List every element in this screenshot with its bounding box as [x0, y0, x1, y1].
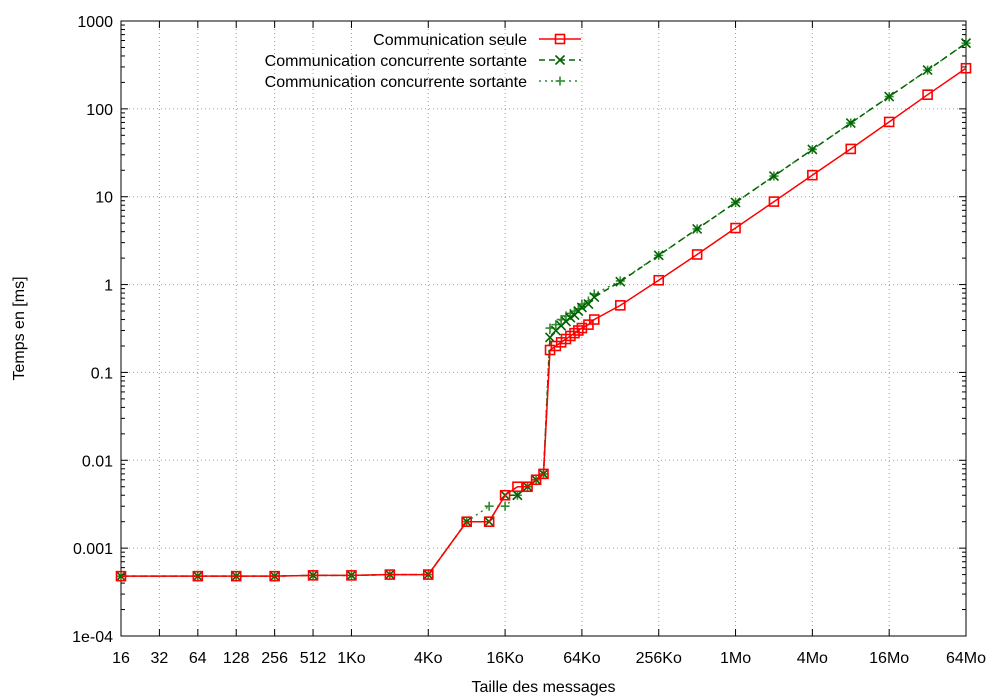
x-tick-label: 4Mo [797, 650, 828, 667]
x-tick-label: 128 [223, 650, 250, 667]
data-point [653, 274, 665, 286]
x-tick-label: 256Ko [636, 650, 682, 667]
data-point [691, 249, 703, 260]
legend-label: Communication seule [373, 32, 527, 49]
data-point [192, 570, 204, 582]
y-tick-label: 0.01 [82, 453, 113, 470]
x-tick-label: 64Mo [946, 650, 986, 667]
axes: 16 32 64 128 256 512 1Ko 4Ko 16Ko 64Ko 256Ko 1Mo 4Mo… [72, 14, 986, 667]
x-tick-label: 1Mo [720, 650, 751, 667]
series-line [121, 42, 967, 577]
x-tick-label: 256 [261, 650, 288, 667]
x-tick-label: 64Ko [563, 650, 600, 667]
data-point [484, 501, 494, 511]
y-tick-label: 10 [95, 190, 113, 207]
data-point [692, 223, 703, 234]
legend-marker [555, 76, 565, 86]
data-point [551, 320, 561, 330]
data-point [230, 570, 242, 582]
data-point [512, 490, 523, 501]
legend-label: Communication concurrente sortante [265, 74, 527, 91]
series-line [121, 67, 967, 577]
legend-label: Communication concurrente sortante [265, 53, 527, 70]
data-point [384, 569, 396, 580]
grid [120, 20, 967, 637]
data-point [768, 196, 780, 207]
data-point [807, 144, 818, 155]
data-point [499, 489, 511, 501]
data-point [461, 516, 472, 527]
data-point [653, 250, 664, 261]
data-point [307, 570, 319, 581]
series-1 [115, 62, 972, 582]
data-point [768, 170, 780, 182]
y-tick-label: 1000 [77, 14, 113, 31]
data-point [530, 474, 542, 486]
data-point [573, 325, 584, 336]
data-point [960, 38, 972, 49]
x-tick-label: 64 [189, 650, 207, 667]
legend-marker [554, 33, 566, 45]
data-point [538, 468, 549, 480]
data-point [730, 197, 741, 208]
data-point [922, 65, 933, 76]
y-tick-label: 0.1 [91, 365, 113, 382]
data-point [269, 570, 280, 582]
x-tick-label: 16 [112, 650, 130, 667]
series-line [121, 42, 967, 577]
data-point [730, 222, 741, 234]
y-tick-label: 1e-04 [72, 629, 113, 646]
y-axis-title: Temps en [ms] [11, 276, 28, 380]
data-point [346, 570, 357, 581]
data-point [576, 322, 588, 334]
data-point [615, 300, 626, 311]
data-point [522, 481, 533, 493]
data-point [576, 302, 587, 313]
x-tick-label: 512 [300, 650, 327, 667]
x-tick-label: 4Ko [414, 650, 443, 667]
series-layer [115, 38, 972, 582]
x-tick-label: 16Ko [486, 650, 523, 667]
plot-frame [120, 20, 967, 637]
series-3 [116, 38, 971, 581]
data-point [589, 292, 600, 303]
data-point [115, 570, 127, 582]
y-tick-label: 100 [86, 102, 113, 119]
data-point [883, 116, 895, 128]
x-tick-label: 32 [151, 650, 169, 667]
legend-marker [554, 54, 566, 66]
data-point [922, 89, 933, 100]
y-tick-label: 1 [104, 278, 113, 295]
data-point [588, 314, 600, 325]
x-tick-label: 1Ko [337, 650, 366, 667]
series-2 [115, 38, 972, 582]
x-axis-title: Taille des messages [471, 679, 615, 696]
data-point [960, 62, 972, 74]
data-point [422, 569, 434, 580]
data-point [807, 169, 818, 181]
data-point [845, 117, 856, 129]
data-point [884, 91, 895, 102]
data-point [483, 516, 495, 527]
data-point [500, 501, 510, 511]
legend: Communication seule Communication concurr… [265, 32, 581, 91]
data-point [615, 276, 626, 287]
y-tick-label: 0.001 [73, 541, 113, 558]
data-point [845, 143, 857, 155]
x-tick-label: 16Mo [869, 650, 909, 667]
data-point [512, 481, 523, 493]
